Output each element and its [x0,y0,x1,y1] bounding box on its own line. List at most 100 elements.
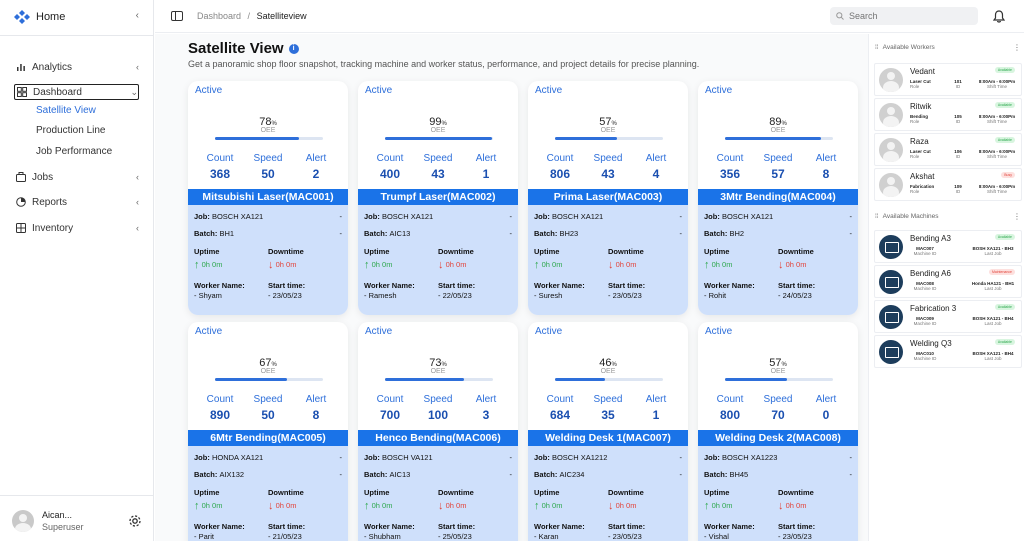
worker-name: Vedant [910,67,935,76]
machine-status: Active [365,326,393,337]
sidebar-item-analytics[interactable]: Analytics ‹ [16,59,139,75]
alert-value: 1 [652,408,660,422]
worker-shift-value: 8:00Am - 6:00Pm [978,114,1016,119]
machine-card[interactable]: Active 89% OEE Count 356 Speed 57 Alert 8 3Mtr Be… [698,81,858,315]
machine-id-label: Machine ID [913,321,937,326]
machine-name[interactable]: Trumpf Laser(MAC002) [358,189,518,205]
dash: - [509,470,513,479]
user-profile[interactable]: Aican... Superuser [12,507,142,535]
downtime-label: Downtime [778,247,814,256]
start-time-label: Start time: [608,281,646,290]
worker-row[interactable]: Vedant Available Laser Cut Role 101 ID 8:00Am … [874,63,1022,96]
sidebar-item-inventory[interactable]: Inventory ‹ [16,220,139,236]
worker-row[interactable]: Ritwik Available Bending Role 105 ID 8:00Am - … [874,98,1022,131]
worker-values-row: - Suresh - 23/05/23 [534,291,682,300]
collapse-sidebar-icon[interactable]: ‹ [135,10,139,21]
search-box[interactable] [830,7,978,25]
job-value: BOSCH XA121 [381,212,434,221]
sidebar-subitem-production-line[interactable]: Production Line [36,125,106,136]
machine-name[interactable]: 6Mtr Bending(MAC005) [188,430,348,446]
alert-stat: Alert 8 [802,153,850,181]
batch-row: Batch: BH23 - [534,229,682,238]
worker-row[interactable]: Akshat Busy Fabrication Role 109 ID 8:00Am - 6… [874,168,1022,201]
uptime-values-row: ↑ 0h 0m ↓ 0h 0m [704,500,852,512]
machine-card[interactable]: Active 46% OEE Count 684 Speed 35 Alert 1 Welding… [528,322,688,541]
machine-row[interactable]: Bending A6 Maintenance MAC008 Machine ID Hon… [874,265,1022,298]
chevron-down-icon: ⌄ [130,86,138,97]
worker-row[interactable]: Raza Available Laser Cut Role 106 ID 8:00Am - … [874,133,1022,166]
uptime-value: 0h 0m [541,259,563,269]
machine-row[interactable]: Bending A3 Available MAC007 Machine ID BOSH … [874,230,1022,263]
job-label: Job: [704,453,720,462]
batch-value: AIC234 [559,470,585,479]
worker-role: Laser Cut Role [910,79,940,89]
last-job-value: BOSH XA121 - BH3 [972,246,1014,251]
machine-name[interactable]: Prima Laser(MAC003) [528,189,688,205]
last-job-label: Last Job [984,321,1002,326]
search-input[interactable] [849,11,949,21]
sidebar-subitem-satellite-view[interactable]: Satellite View [36,105,96,116]
breadcrumb-separator: / [247,11,251,21]
oee-unit: % [441,121,447,127]
worker-shift-value: 8:00Am - 6:00Pm [978,79,1016,84]
batch-value: BH45 [729,470,749,479]
oee-value: 89% [698,116,858,128]
info-icon[interactable]: i [288,43,299,54]
job-row: Job: BOSCH XA121 - [534,212,682,221]
machine-details: Job: BOSCH VA121 - Batch: AIC13 - Uptime Down… [358,446,518,541]
sidebar-item-reports[interactable]: Reports ‹ [16,194,139,210]
uptime-label: Uptime [704,488,730,497]
gear-icon[interactable] [128,514,142,528]
machine-name[interactable]: Welding Desk 1(MAC007) [528,430,688,446]
dash: - [849,453,853,462]
more-vertical-icon[interactable]: ⋮ [1013,43,1021,52]
uptime-value: 0h 0m [541,500,563,510]
dash: - [509,212,513,221]
worker-values-row: - Ramesh - 22/05/23 [364,291,512,300]
machine-name[interactable]: Mitsubishi Laser(MAC001) [188,189,348,205]
machine-card[interactable]: Active 67% OEE Count 890 Speed 50 Alert 8 6Mtr Be… [188,322,348,541]
machine-card[interactable]: Active 78% OEE Count 368 Speed 50 Alert 2 Mitsubi… [188,81,348,315]
arrow-down-icon: ↓ [778,500,784,512]
search-icon [836,12,844,20]
oee-unit: % [441,362,447,368]
machine-details: Job: HONDA XA121 - Batch: AIX132 - Uptime Dow… [188,446,348,541]
sidebar-item-dashboard[interactable]: Dashboard ⌄ [14,84,139,100]
sidebar: Home ‹ Analytics ‹ Dashboard ⌄ Satellite… [0,0,154,541]
machine-card[interactable]: Active 57% OEE Count 800 Speed 70 Alert 0 Welding… [698,322,858,541]
alert-value: 1 [482,167,490,181]
machine-row[interactable]: Fabrication 3 Available MAC009 Machine ID BO… [874,300,1022,333]
avatar [12,510,34,532]
sidebar-item-jobs[interactable]: Jobs ‹ [16,169,139,185]
user-role: Superuser [42,522,84,532]
batch-value: BH2 [729,229,745,238]
machine-name[interactable]: 3Mtr Bending(MAC004) [698,189,858,205]
worker-name-label: Worker Name: [534,522,585,531]
oee-progress-fill [385,137,492,140]
machine-name[interactable]: Welding Desk 2(MAC008) [698,430,858,446]
logo[interactable]: Home [14,8,65,26]
bell-icon[interactable] [993,10,1005,23]
uptime-labels-row: Uptime Downtime [534,247,682,256]
breadcrumb-root[interactable]: Dashboard [197,11,242,21]
sidebar-subitem-job-performance[interactable]: Job Performance [36,146,113,157]
worker-role-label: Role [910,119,920,124]
batch-label: Batch: [364,229,388,238]
status-badge: Available [994,304,1015,310]
machine-card[interactable]: Active 99% OEE Count 400 Speed 43 Alert 1 Trumpf … [358,81,518,315]
machine-status: Active [705,85,733,96]
uptime-labels-row: Uptime Downtime [704,247,852,256]
more-vertical-icon[interactable]: ⋮ [1013,212,1021,221]
machine-name[interactable]: Henco Bending(MAC006) [358,430,518,446]
machine-stats: Count 700 Speed 100 Alert 3 [366,394,510,422]
jobs-icon [16,172,26,182]
dashboard-icon [17,87,27,97]
downtime-value: 0h 0m [275,259,297,269]
machine-row[interactable]: Welding Q3 Available MAC010 Machine ID BOSH … [874,335,1022,368]
machine-card[interactable]: Active 73% OEE Count 700 Speed 100 Alert 3 Henco … [358,322,518,541]
alert-stat: Alert 0 [802,394,850,422]
machine-card[interactable]: Active 57% OEE Count 806 Speed 43 Alert 4 Prima L… [528,81,688,315]
sidebar-item-label: Reports [32,196,68,208]
sidebar-toggle-icon[interactable] [171,11,183,21]
start-time-value: - 21/05/23 [268,532,302,541]
